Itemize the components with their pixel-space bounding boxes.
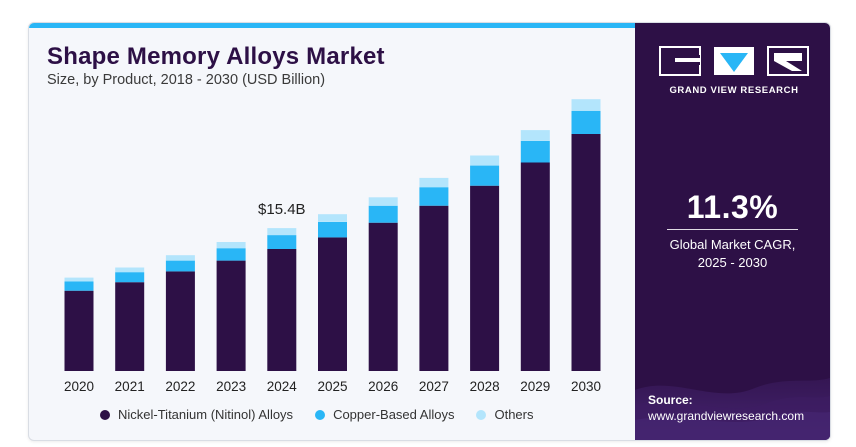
bar-2027-series-1 [419,187,449,206]
bar-2021-series-1 [115,272,145,283]
bar-2022-series-1 [165,260,195,272]
bar-2030-series-2 [571,99,601,111]
x-tick-2029: 2029 [520,379,550,394]
bar-2030-series-0 [571,133,601,371]
source-url: www.grandviewresearch.com [648,409,805,423]
cagr-value: 11.3% [686,189,779,225]
bar-2025-series-0 [318,237,347,371]
bar-2020-series-0 [64,290,94,371]
bar-2024-series-0 [267,249,297,371]
legend-label-others: Others [494,407,534,422]
bar-2022-series-2 [165,255,195,261]
bar-2029-series-2 [520,130,550,141]
legend-item-others: Others [476,407,533,422]
x-tick-2024: 2024 [267,379,298,394]
bar-2025-series-2 [318,214,347,222]
x-tick-2020: 2020 [64,379,94,394]
bar-2020-series-1 [64,281,94,291]
bar-2025-series-1 [318,222,347,238]
x-tick-2030: 2030 [571,379,601,394]
side-panel: GRAND VIEW RESEARCH 11.3% Global Market … [635,23,830,440]
bar-2028-series-1 [470,165,500,186]
bar-2023-series-2 [216,242,246,249]
legend-swatch-copper [315,409,326,420]
legend-swatch-nitinol [100,409,110,420]
legend-item-copper: Copper-Based Alloys [315,407,454,422]
bar-2029-series-1 [520,140,550,163]
bar-2028-series-0 [470,185,500,371]
bar-2023-series-0 [216,260,246,371]
accent-bar [29,23,635,28]
legend-label-copper: Copper-Based Alloys [333,407,455,422]
source-label: Source: [648,393,693,407]
chart-title: Shape Memory Alloys Market [47,43,385,70]
bar-2026-series-2 [368,197,398,206]
chart-legend: Nickel-Titanium (Nitinol) Alloys Copper-… [100,407,555,422]
bar-2027-series-0 [419,205,449,371]
cagr-label: Global Market CAGR, 2025 - 2030 [635,236,830,272]
data-label-2024: $15.4B [258,201,306,218]
bar-2029-series-0 [520,162,550,371]
legend-swatch-others [476,409,487,420]
cagr-label-line2: 2025 - 2030 [697,255,768,270]
grand-view-research-logo: GRAND VIEW RESEARCH [659,45,809,96]
cagr-divider [667,229,798,230]
x-tick-2026: 2026 [368,379,398,394]
bar-2026-series-1 [368,205,398,223]
x-tick-2025: 2025 [317,379,347,394]
bar-2024-series-1 [267,235,297,249]
legend-item-nitinol: Nickel-Titanium (Nitinol) Alloys [100,407,293,422]
bar-2027-series-2 [419,177,449,188]
x-tick-2028: 2028 [470,379,500,394]
cagr-label-line1: Global Market CAGR, [669,237,796,252]
x-tick-2027: 2027 [419,379,449,394]
x-tick-2022: 2022 [165,379,195,394]
bar-2022-series-0 [165,271,195,371]
legend-label-nitinol: Nickel-Titanium (Nitinol) Alloys [118,407,294,422]
bar-2028-series-2 [470,155,500,166]
bar-2026-series-0 [368,222,398,371]
bar-2030-series-1 [571,110,601,134]
bar-2020-series-2 [64,277,94,282]
bar-2021-series-0 [115,282,145,371]
decorative-waves [635,378,830,440]
x-tick-2023: 2023 [216,379,246,394]
chart-subtitle: Size, by Product, 2018 - 2030 (USD Billi… [47,72,326,88]
bar-2023-series-1 [216,248,246,261]
x-tick-2021: 2021 [115,379,145,394]
gvr-logo-mark-icon [659,46,809,76]
bar-2024-series-2 [267,228,297,236]
bar-chart: 2020 2021 2022 2023 2024 $15.4B 2025 2026 2027 20… [64,99,601,394]
logo-text: GRAND VIEW RESEARCH [669,85,799,96]
chart-card: Shape Memory Alloys Market Size, by Prod… [28,22,831,441]
bar-2021-series-2 [115,267,145,273]
